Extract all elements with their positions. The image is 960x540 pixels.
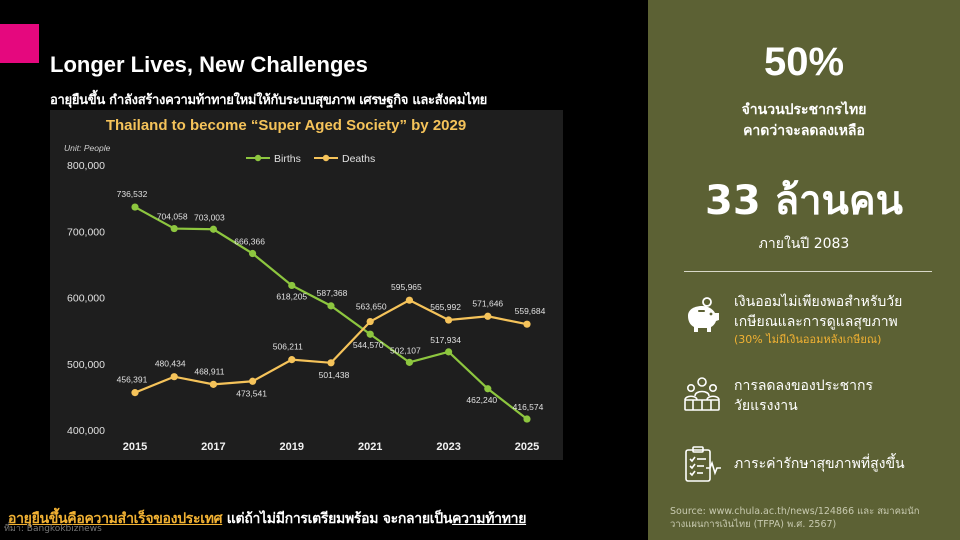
x-tick-label: 2019	[280, 441, 304, 453]
data-label: 517,934	[430, 335, 461, 345]
data-label: 468,911	[194, 366, 224, 376]
chart-legend: Births Deaths	[246, 153, 375, 165]
data-point	[249, 377, 257, 385]
data-label: 456,391	[117, 375, 148, 385]
data-label: 559,684	[515, 306, 546, 316]
bottom-challenge: ความท้าทาย	[452, 511, 527, 527]
stat-year: ภายในปี 2083	[758, 236, 850, 252]
data-label: 563,650	[356, 302, 387, 312]
bottom-statement: อายุยืนขึ้นคือความสำเร็จของประเทศ แต่ถ้า…	[8, 508, 526, 530]
y-tick-label: 400,000	[67, 425, 105, 437]
x-tick-label: 2017	[201, 441, 225, 453]
savings-note: (30% ไม่มีเงินออมหลังเกษียณ)	[734, 333, 882, 346]
accent-square	[0, 24, 39, 63]
data-label: 416,574	[513, 402, 544, 412]
savings-line-2: เกษียณและการดูแลสุขภาพ	[734, 314, 898, 330]
legend-label: Births	[274, 153, 301, 165]
data-label: 736,532	[117, 189, 148, 199]
stats-sidebar: 50% จำนวนประชากรไทย คาดว่าจะลดลงเหลือ 33…	[648, 0, 960, 540]
source-note: Source: www.chula.ac.th/news/124866 และ …	[670, 506, 920, 530]
data-point	[366, 317, 374, 326]
data-label: 571,646	[472, 298, 503, 308]
data-point	[445, 348, 453, 356]
legend-marker	[254, 154, 262, 162]
workforce-group-icon	[684, 377, 720, 411]
divider	[684, 271, 932, 272]
data-point	[249, 249, 257, 258]
risk-item-savings: เงินออมไม่เพียงพอสำหรับวัย เกษียณและการด…	[734, 292, 902, 348]
data-point	[445, 316, 453, 324]
data-label: 462,240	[466, 395, 497, 405]
data-label: 480,434	[155, 359, 186, 369]
data-point	[405, 358, 413, 366]
data-label: 595,965	[391, 282, 422, 292]
series-line-births	[134, 206, 528, 420]
chart-unit: Unit: People	[64, 143, 111, 153]
data-point	[484, 312, 492, 320]
data-point	[327, 359, 335, 367]
page-subtitle: อายุยืนขึ้น กำลังสร้างความท้าทายใหม่ให้ก…	[50, 93, 487, 108]
data-label: 544,570	[353, 340, 384, 350]
workforce-line-1: การลดลงของประชากร	[734, 378, 874, 394]
legend-marker	[322, 154, 330, 162]
data-point	[209, 225, 217, 233]
data-point	[523, 320, 531, 328]
chart-title: Thailand to become “Super Aged Society” …	[106, 117, 466, 134]
legend-label: Deaths	[342, 153, 375, 165]
data-point	[327, 302, 335, 310]
x-tick-label: 2023	[436, 441, 460, 453]
x-tick-label: 2021	[358, 441, 382, 453]
data-label: 565,992	[430, 302, 461, 312]
x-tick-label: 2015	[123, 441, 147, 453]
y-tick-label: 600,000	[67, 293, 105, 305]
x-tick-label: 2025	[515, 441, 539, 453]
chart-panel: Thailand to become “Super Aged Society” …	[50, 110, 563, 460]
data-label: 704,058	[157, 212, 188, 222]
data-label: 506,211	[273, 342, 303, 352]
savings-line-1: เงินออมไม่เพียงพอสำหรับวัย	[734, 294, 903, 310]
y-tick-label: 500,000	[67, 359, 105, 371]
data-point	[288, 281, 296, 290]
healthcare-line-1: ภาระค่ารักษาสุขภาพที่สูงขึ้น	[734, 456, 905, 472]
data-point	[523, 415, 531, 423]
risk-item-workforce: การลดลงของประชากร วัยแรงงาน	[734, 376, 873, 416]
data-point	[366, 330, 374, 338]
page-title: Longer Lives, New Challenges	[50, 52, 368, 77]
data-point	[131, 203, 139, 211]
data-label: 502,107	[390, 345, 421, 355]
data-label: 473,541	[236, 388, 267, 398]
image-credit: ที่มา: Bangkokbiznews	[4, 524, 102, 534]
piggy-bank-icon	[688, 297, 719, 332]
risk-item-healthcare: ภาระค่ารักษาสุขภาพที่สูงขึ้น	[734, 454, 905, 474]
y-tick-label: 800,000	[67, 160, 105, 172]
y-tick-label: 700,000	[67, 226, 105, 238]
line-chart: Thailand to become “Super Aged Society” …	[64, 117, 546, 453]
data-label: 501,438	[319, 370, 350, 380]
data-label: 618,205	[276, 291, 307, 301]
data-point	[288, 356, 296, 364]
data-point	[170, 224, 178, 233]
data-label: 703,003	[194, 212, 225, 222]
medical-report-icon	[685, 446, 721, 482]
data-point	[131, 389, 139, 397]
projection-line-2: คาดว่าจะลดลงเหลือ	[743, 123, 865, 139]
stat-percent: 50%	[763, 40, 845, 84]
bottom-middle: แต่ถ้าไม่มีการเตรียมพร้อม จะกลายเป็น	[222, 511, 453, 527]
data-point	[405, 296, 413, 304]
bottom-highlight: อายุยืนขึ้นคือความสำเร็จของประเทศ	[8, 511, 223, 527]
data-point	[209, 380, 217, 388]
data-point	[170, 373, 178, 381]
data-point	[484, 385, 492, 393]
stat-population: 33 ล้านคน	[704, 178, 903, 224]
workforce-line-2: วัยแรงงาน	[734, 398, 798, 414]
projection-line-1: จำนวนประชากรไทย	[741, 102, 867, 118]
data-label: 587,368	[317, 288, 348, 298]
stat-projection: จำนวนประชากรไทย คาดว่าจะลดลงเหลือ	[648, 100, 960, 142]
data-label: 666,366	[234, 237, 265, 247]
